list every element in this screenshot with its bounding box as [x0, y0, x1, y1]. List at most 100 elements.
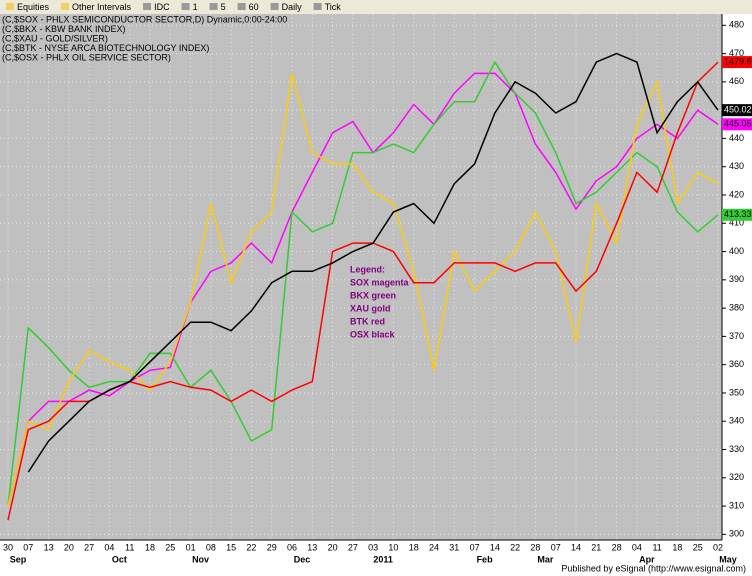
- legend-entry: OSX black: [350, 329, 396, 339]
- series-line: [7, 72, 719, 507]
- last-value-box: [722, 208, 752, 221]
- month-label: 2011: [373, 554, 393, 564]
- toolbar-button[interactable]: [270, 3, 279, 10]
- x-tick-label: 21: [591, 542, 601, 552]
- plot-area: [0, 14, 722, 540]
- x-tick-label: 30: [3, 542, 13, 552]
- x-tick-label: 31: [449, 542, 459, 552]
- toolbar-label[interactable]: Equities: [17, 2, 50, 12]
- x-tick-label: 24: [429, 542, 439, 552]
- series-line: [27, 52, 719, 473]
- x-tick-label: 11: [125, 542, 134, 552]
- x-tick-label: 10: [388, 542, 398, 552]
- y-tick-label: 440: [729, 133, 744, 143]
- y-tick-label: 330: [729, 444, 744, 454]
- y-tick-label: 460: [729, 76, 744, 86]
- x-tick-label: 14: [490, 542, 500, 552]
- toolbar-button[interactable]: [143, 3, 152, 10]
- x-tick-label: 18: [672, 542, 682, 552]
- x-tick-label: 02: [713, 542, 723, 552]
- header-line: (C,$XAU - GOLD/SILVER): [2, 33, 108, 43]
- y-tick-label: 480: [729, 20, 744, 30]
- x-tick-label: 07: [470, 542, 480, 552]
- header-line: (C,$OSX - PHLX OIL SERVICE SECTOR): [2, 52, 171, 62]
- y-tick-label: 470: [729, 48, 744, 58]
- x-tick-label: 20: [328, 542, 338, 552]
- x-tick-label: 08: [206, 542, 216, 552]
- x-tick-label: 27: [84, 542, 94, 552]
- toolbar-button[interactable]: [181, 3, 190, 10]
- toolbar-button[interactable]: [6, 3, 14, 10]
- y-tick-label: 410: [729, 218, 744, 228]
- x-tick-label: 25: [165, 542, 175, 552]
- toolbar-button[interactable]: [237, 3, 246, 10]
- x-tick-label: 01: [186, 542, 196, 552]
- x-tick-label: 11: [652, 542, 661, 552]
- month-label: Mar: [537, 554, 554, 564]
- x-tick-label: 22: [510, 542, 520, 552]
- x-tick-label: 04: [104, 542, 114, 552]
- toolbar-label[interactable]: 60: [249, 2, 259, 12]
- x-tick-label: 25: [693, 542, 703, 552]
- x-tick-label: 07: [551, 542, 561, 552]
- y-tick-label: 340: [729, 416, 744, 426]
- x-tick-label: 18: [409, 542, 419, 552]
- month-label: Nov: [192, 554, 209, 564]
- toolbar-button[interactable]: [313, 3, 322, 10]
- y-tick-label: 360: [729, 359, 744, 369]
- toolbar-button[interactable]: [61, 3, 70, 10]
- month-label: Feb: [477, 554, 494, 564]
- y-tick-label: 380: [729, 302, 744, 312]
- legend-entry: XAU gold: [350, 303, 391, 313]
- last-value-box: [722, 104, 752, 117]
- toolbar-label[interactable]: 1: [193, 2, 198, 12]
- x-tick-label: 13: [307, 542, 317, 552]
- x-tick-label: 28: [612, 542, 622, 552]
- y-tick-label: 430: [729, 161, 744, 171]
- series-line: [7, 73, 719, 507]
- y-tick-label: 300: [729, 529, 744, 539]
- last-value-label: 413.33: [724, 209, 752, 219]
- x-tick-label: 28: [530, 542, 540, 552]
- legend-entry: SOX magenta: [350, 277, 410, 287]
- month-label: Dec: [294, 554, 311, 564]
- x-tick-label: 27: [348, 542, 358, 552]
- toolbar-label[interactable]: Other Intervals: [72, 2, 132, 12]
- x-tick-label: 03: [368, 542, 378, 552]
- legend-title: Legend:: [350, 264, 385, 274]
- header-line: (C,$BTK - NYSE ARCA BIOTECHNOLOGY INDEX): [2, 43, 209, 53]
- last-value-label: 450.02: [724, 105, 752, 115]
- month-label: May: [719, 554, 737, 564]
- toolbar-label[interactable]: Daily: [282, 2, 303, 12]
- last-value-box: [722, 56, 752, 69]
- legend-entry: BKX green: [350, 290, 396, 300]
- x-tick-label: 18: [145, 542, 155, 552]
- y-tick-label: 350: [729, 387, 744, 397]
- footer: Published by eSignal (http://www.esignal…: [561, 563, 746, 573]
- toolbar-label[interactable]: Tick: [325, 2, 342, 12]
- y-tick-label: 420: [729, 189, 744, 199]
- series-line: [7, 60, 719, 507]
- last-value-box: [722, 118, 752, 131]
- y-tick-label: 370: [729, 331, 744, 341]
- month-label: Oct: [112, 554, 127, 564]
- month-label: Apr: [639, 554, 655, 564]
- last-value-label: 1479.68: [724, 56, 752, 66]
- last-value-label: 445.05: [724, 119, 752, 129]
- x-tick-label: 20: [64, 542, 74, 552]
- y-tick-label: 390: [729, 274, 744, 284]
- toolbar-label[interactable]: 5: [221, 2, 226, 12]
- toolbar-button[interactable]: [209, 3, 218, 10]
- month-label: Sep: [10, 554, 27, 564]
- header-line: (C,$BKX - KBW BANK INDEX): [2, 24, 126, 34]
- toolbar-label[interactable]: IDC: [154, 2, 170, 12]
- legend-entry: BTK red: [350, 316, 385, 326]
- x-tick-label: 06: [287, 542, 297, 552]
- x-tick-label: 22: [246, 542, 256, 552]
- x-tick-label: 15: [226, 542, 236, 552]
- x-tick-label: 04: [632, 542, 642, 552]
- header-line: (C,$SOX - PHLX SEMICONDUCTOR SECTOR,D) D…: [2, 14, 287, 24]
- x-tick-label: 29: [267, 542, 277, 552]
